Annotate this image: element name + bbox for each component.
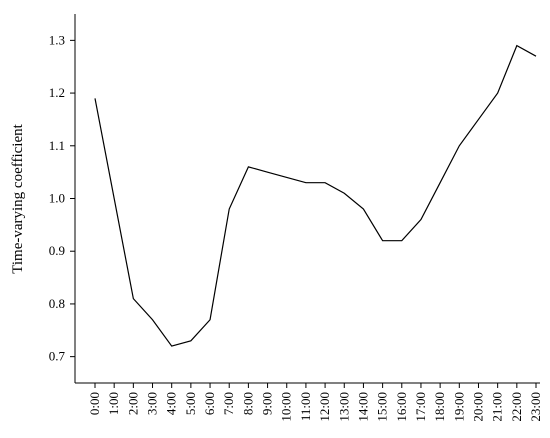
x-tick-label: 8:00 <box>240 392 255 415</box>
y-axis-label: Time-varying coefficient <box>10 123 26 273</box>
x-tick-label: 2:00 <box>125 392 140 415</box>
y-tick-label: 0.9 <box>49 243 65 258</box>
y-tick-label: 0.7 <box>49 349 66 364</box>
x-tick-label: 22:00 <box>509 392 524 422</box>
x-tick-label: 10:00 <box>279 392 294 422</box>
y-tick-label: 1.0 <box>49 191 65 206</box>
y-tick-label: 1.1 <box>49 138 65 153</box>
x-tick-label: 1:00 <box>106 392 121 415</box>
x-tick-label: 15:00 <box>375 392 390 422</box>
x-tick-label: 4:00 <box>164 392 179 415</box>
x-tick-label: 21:00 <box>490 392 505 422</box>
line-series <box>94 44 537 347</box>
x-tick-label: 20:00 <box>470 392 485 422</box>
x-tick-label: 23:00 <box>528 392 543 422</box>
y-tick-label: 1.2 <box>49 85 65 100</box>
x-tick-label: 19:00 <box>451 392 466 422</box>
x-tick-label: 0:00 <box>87 392 102 415</box>
x-tick-label: 16:00 <box>394 392 409 422</box>
x-tick-label: 12:00 <box>317 392 332 422</box>
x-tick-label: 11:00 <box>298 392 313 421</box>
y-tick-label: 1.3 <box>49 32 65 47</box>
x-tick-label: 5:00 <box>183 392 198 415</box>
x-tick-label: 14:00 <box>355 392 370 422</box>
x-tick-label: 13:00 <box>336 392 351 422</box>
y-tick-label: 0.8 <box>49 296 65 311</box>
x-tick-label: 18:00 <box>432 392 447 422</box>
x-tick-label: 3:00 <box>145 392 160 415</box>
x-tick-label: 6:00 <box>202 392 217 415</box>
x-tick-label: 17:00 <box>413 392 428 422</box>
x-tick-label: 7:00 <box>221 392 236 415</box>
x-tick-label: 9:00 <box>260 392 275 415</box>
